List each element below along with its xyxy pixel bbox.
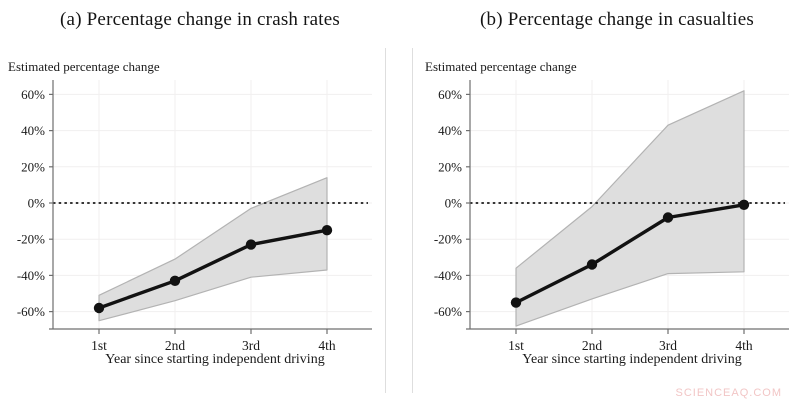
panel-divider-left xyxy=(385,48,386,393)
data-point xyxy=(93,302,105,314)
panel-b-title: (b) Percentage change in casualties xyxy=(480,9,754,30)
x-tick-label: 1st xyxy=(91,338,107,353)
x-tick-label: 3rd xyxy=(242,338,260,353)
y-tick-label: 60% xyxy=(438,87,462,102)
y-tick-label: 40% xyxy=(21,123,45,138)
watermark: SCIENCEAQ.COM xyxy=(675,387,782,399)
x-tick-label: 4th xyxy=(318,338,336,353)
estimate-line xyxy=(514,203,746,305)
casualties-chart: 60% 40% 20% 0% -20% -40% -60% 1st 2nd 3rd 4th xyxy=(434,80,789,353)
x-tick-label: 3rd xyxy=(659,338,677,353)
panel-a-yaxis-title: Estimated percentage change xyxy=(8,59,160,74)
x-tick-label: 4th xyxy=(735,338,753,353)
y-tick-label: -20% xyxy=(434,232,462,247)
data-point xyxy=(245,239,257,250)
panel-a-title: (a) Percentage change in crash rates xyxy=(60,9,340,30)
y-tick-label: 20% xyxy=(438,159,462,174)
y-tick-label: 0% xyxy=(445,196,463,211)
y-tick-label: 0% xyxy=(28,196,46,211)
panel-a: (a) Percentage change in crash rates Est… xyxy=(0,0,385,404)
estimate-line xyxy=(97,228,329,310)
data-point xyxy=(169,275,181,286)
panel-a-xaxis-title: Year since starting independent driving xyxy=(105,352,325,367)
y-tick-label: 40% xyxy=(438,123,462,138)
y-tick-label: -60% xyxy=(17,304,45,319)
y-tick-label: -20% xyxy=(17,232,45,247)
crash-rates-chart: 60% 40% 20% 0% -20% -40% -60% 1st 2nd 3rd 4th xyxy=(17,80,372,353)
panel-divider-right xyxy=(412,48,413,393)
confidence-band xyxy=(515,90,745,327)
panel-b: (b) Percentage change in casualties Esti… xyxy=(417,0,800,404)
x-tick-label: 1st xyxy=(508,338,524,353)
data-point xyxy=(510,297,522,308)
y-tick-label: -40% xyxy=(17,268,45,283)
y-tick-label: -60% xyxy=(434,304,462,319)
data-point xyxy=(321,225,333,236)
panel-b-xaxis-title: Year since starting independent driving xyxy=(522,352,742,367)
confidence-band xyxy=(98,177,328,322)
y-tick-label: 60% xyxy=(21,87,45,102)
x-tick-label: 2nd xyxy=(165,338,186,353)
data-point xyxy=(586,259,598,270)
data-point xyxy=(662,212,674,223)
x-tick-label: 2nd xyxy=(582,338,603,353)
panel-b-yaxis-title: Estimated percentage change xyxy=(425,59,577,74)
y-tick-label: 20% xyxy=(21,159,45,174)
data-point xyxy=(738,199,750,210)
y-tick-label: -40% xyxy=(434,268,462,283)
